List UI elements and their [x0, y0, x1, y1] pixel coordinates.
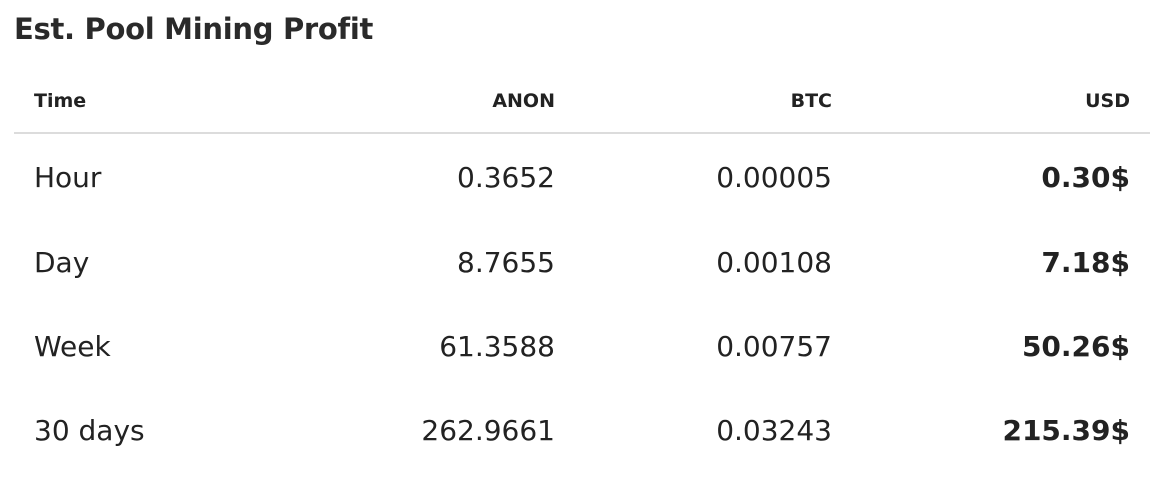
cell-usd: 50.26$	[1021, 329, 1130, 363]
page-title: Est. Pool Mining Profit	[14, 12, 374, 46]
table-row: Day 8.7655 0.00108 7.18$	[14, 220, 1150, 304]
cell-anon: 262.9661	[421, 413, 555, 447]
cell-time: 30 days	[34, 413, 145, 447]
header-btc: BTC	[575, 70, 852, 134]
cell-usd: 0.30$	[1041, 160, 1130, 194]
table-row: 30 days 262.9661 0.03243 215.39$	[14, 388, 1150, 472]
cell-btc: 0.00757	[716, 329, 832, 363]
cell-btc: 0.00108	[716, 245, 832, 279]
header-anon: ANON	[244, 70, 575, 134]
table-row: Hour 0.3652 0.00005 0.30$	[14, 133, 1150, 220]
cell-time: Hour	[34, 160, 102, 194]
profit-table: Time ANON BTC USD Hour 0.3652 0.00005 0.…	[14, 70, 1150, 472]
cell-time: Day	[34, 245, 90, 279]
cell-anon: 61.3588	[439, 329, 555, 363]
cell-anon: 0.3652	[457, 160, 555, 194]
header-usd: USD	[852, 70, 1150, 134]
table-row: Week 61.3588 0.00757 50.26$	[14, 304, 1150, 388]
cell-usd: 215.39$	[1002, 413, 1130, 447]
cell-btc: 0.00005	[716, 160, 832, 194]
cell-anon: 8.7655	[457, 245, 555, 279]
header-time: Time	[14, 70, 244, 134]
cell-btc: 0.03243	[716, 413, 832, 447]
table-header-row: Time ANON BTC USD	[14, 70, 1150, 134]
cell-time: Week	[34, 329, 111, 363]
cell-usd: 7.18$	[1041, 245, 1130, 279]
